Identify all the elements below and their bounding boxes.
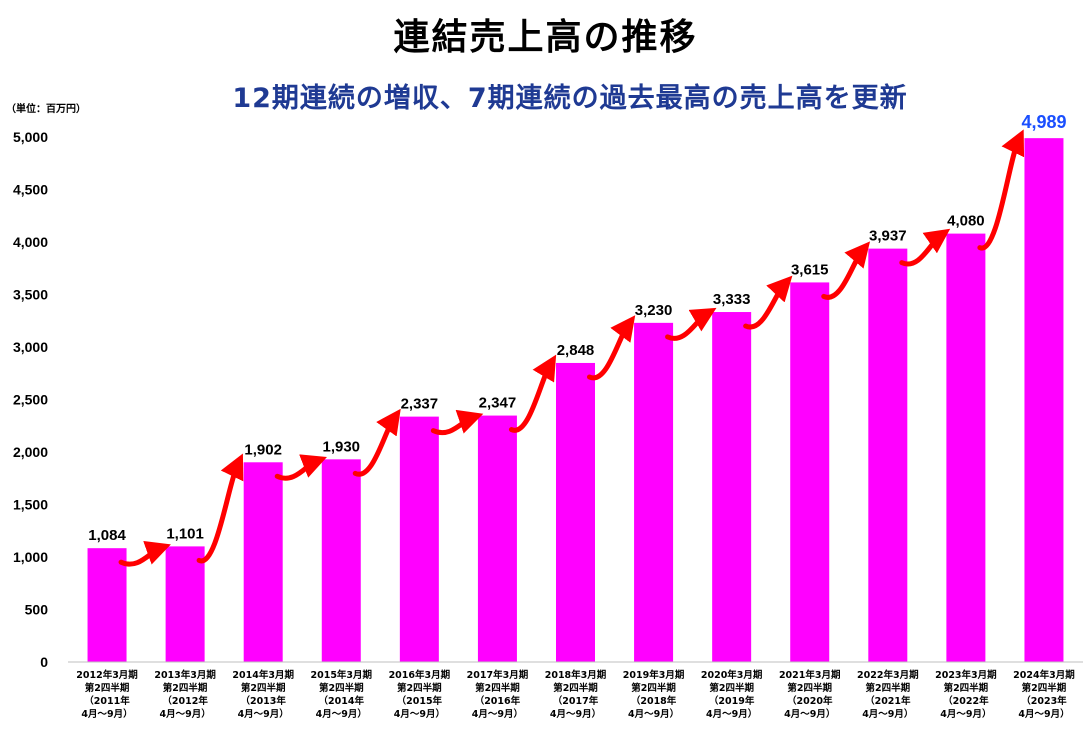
y-tick-label: 5,000 xyxy=(13,129,48,145)
bar xyxy=(790,282,830,662)
data-label: 3,333 xyxy=(713,291,751,308)
bar xyxy=(165,546,205,662)
bar xyxy=(321,459,361,662)
category-label: 2020年3月期第2四半期（2019年 4月～9月） xyxy=(701,669,763,720)
category-label: 2016年3月期第2四半期（2015年 4月～9月） xyxy=(389,669,451,720)
category-label: 2021年3月期第2四半期（2020年 4月～9月） xyxy=(779,669,841,720)
growth-arrow xyxy=(508,354,557,433)
data-label: 1,084 xyxy=(88,527,126,544)
growth-arrow xyxy=(196,453,244,564)
data-label: 3,230 xyxy=(635,302,673,319)
data-label: 4,080 xyxy=(947,213,985,230)
y-tick-label: 4,500 xyxy=(13,182,48,198)
bar xyxy=(87,548,127,662)
growth-arrows xyxy=(118,129,1025,567)
category-label: 2024年3月期第2四半期（2023年 4月～9月） xyxy=(1013,669,1075,720)
growth-arrow xyxy=(977,129,1025,251)
data-label: 1,930 xyxy=(322,438,360,455)
category-label: 2014年3月期第2四半期（2013年 4月～9月） xyxy=(232,669,294,720)
category-label: 2017年3月期第2四半期（2016年 4月～9月） xyxy=(467,669,529,720)
data-label: 3,937 xyxy=(869,228,907,245)
category-label: 2018年3月期第2四半期（2017年 4月～9月） xyxy=(545,669,607,720)
category-label: 2013年3月期第2四半期（2012年 4月～9月） xyxy=(154,669,216,720)
y-tick-label: 2,000 xyxy=(13,444,48,460)
growth-arrow xyxy=(821,241,871,300)
y-tick-label: 1,500 xyxy=(13,497,48,513)
y-tick-label: 3,000 xyxy=(13,339,48,355)
y-tick-label: 0 xyxy=(40,654,48,670)
y-tick-label: 500 xyxy=(25,602,49,618)
data-label: 2,347 xyxy=(479,395,517,412)
data-label: 2,337 xyxy=(401,396,439,413)
growth-arrow xyxy=(743,275,793,330)
unit-label: （単位：百万円） xyxy=(6,104,86,115)
x-axis: 2012年3月期第2四半期（2011年 4月～9月） 2013年3月期第2四半期（2… xyxy=(68,661,1083,720)
growth-arrow xyxy=(274,454,327,481)
data-label: 1,101 xyxy=(166,525,204,542)
bar xyxy=(1024,138,1064,662)
bar xyxy=(712,312,752,662)
data-label: 4,989 xyxy=(1021,112,1066,132)
chart-title: 連結売上高の推移 xyxy=(393,17,698,58)
data-label: 1,902 xyxy=(244,441,282,458)
bar xyxy=(556,362,595,662)
bar xyxy=(399,416,439,662)
growth-arrow xyxy=(899,228,951,267)
y-tick-label: 3,500 xyxy=(13,287,48,303)
bar xyxy=(243,462,283,662)
category-label: 2019年3月期第2四半期（2018年 4月～9月） xyxy=(623,669,685,720)
chart-subtitle: 12期連続の増収、7期連続の過去最高の売上高を更新 xyxy=(232,83,908,114)
bar xyxy=(477,415,517,662)
y-tick-label: 4,000 xyxy=(13,234,48,250)
category-label: 2023年3月期第2四半期（2022年 4月～9月） xyxy=(935,669,997,720)
category-label: 2015年3月期第2四半期（2014年 4月～9月） xyxy=(310,669,372,720)
growth-arrow xyxy=(587,315,636,381)
data-label: 3,615 xyxy=(791,261,829,278)
bar xyxy=(868,248,908,663)
bar xyxy=(634,322,674,662)
value-labels: 1,084 1,101 1,902 1,930 2,337 2,347 2,848 3,230… xyxy=(88,112,1066,544)
growth-arrow xyxy=(665,307,717,341)
growth-arrow xyxy=(118,541,171,567)
y-tick-label: 1,000 xyxy=(13,549,48,565)
growth-arrow xyxy=(430,409,484,435)
bar xyxy=(946,233,986,662)
category-label: 2022年3月期第2四半期（2021年 4月～9月） xyxy=(857,669,919,720)
bars xyxy=(87,138,1064,663)
growth-arrow xyxy=(352,408,401,477)
category-label: 2012年3月期第2四半期（2011年 4月～9月） xyxy=(76,669,138,720)
data-label: 2,848 xyxy=(557,342,595,359)
y-axis: 0 500 1,000 1,500 2,000 2,500 3,000 3,500 4,000 4… xyxy=(13,129,48,670)
y-tick-label: 2,500 xyxy=(13,392,48,408)
